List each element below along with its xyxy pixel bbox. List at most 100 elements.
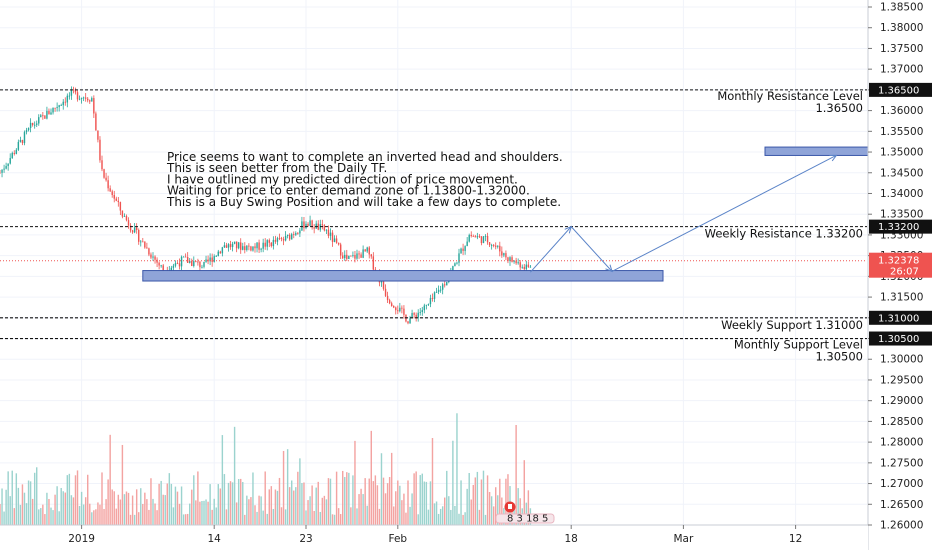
candle-body <box>266 240 268 247</box>
candle-body <box>264 242 266 247</box>
volume-bar <box>209 484 211 525</box>
candle-body <box>70 89 73 96</box>
volume-bar <box>456 413 458 525</box>
volume-bar <box>272 508 275 525</box>
level-price-box <box>869 310 932 325</box>
volume-bar <box>499 478 501 525</box>
volume-bar <box>527 490 530 525</box>
volume-bar <box>280 507 283 525</box>
volume-bar <box>199 501 201 525</box>
volume-bar <box>68 473 71 525</box>
demand-zone-rect[interactable] <box>142 270 664 282</box>
candle-body <box>454 263 456 267</box>
volume-bar <box>480 479 483 525</box>
volume-bar <box>446 470 448 525</box>
level-label: Monthly Resistance Level <box>717 89 863 103</box>
volume-bar <box>448 496 450 525</box>
candle-body <box>225 245 228 248</box>
volume-bar <box>27 480 30 525</box>
annotation-layer: Price seems to want to complete an inver… <box>166 150 563 209</box>
volume-bar <box>476 471 479 525</box>
time-tick-label: 14 <box>208 533 222 545</box>
volume-bar <box>191 489 193 525</box>
volume-bar <box>58 511 60 525</box>
candle-body <box>456 262 458 264</box>
volume-bar <box>84 497 87 525</box>
candle-body <box>101 160 103 170</box>
price-tick-label: 1.33500 <box>880 209 923 221</box>
candle-body <box>270 242 273 247</box>
volume-bar <box>323 495 326 525</box>
volume-bar <box>109 434 111 525</box>
candle-body <box>17 141 20 150</box>
volume-bar <box>492 506 495 525</box>
price-tick-label: 1.38000 <box>880 22 923 34</box>
annotation-line: This is a Buy Swing Position and will ta… <box>166 195 561 209</box>
price-axis[interactable]: 1.38500 1.38000 1.37500 1.37000 1.36500 1.360… <box>867 0 932 550</box>
candle-body <box>458 253 460 263</box>
candle-body <box>50 112 52 115</box>
volume-bar <box>164 495 166 525</box>
candle-body <box>129 225 132 231</box>
volume-bar <box>458 513 460 525</box>
volume-bar <box>242 482 244 525</box>
volume-bar <box>419 475 421 525</box>
volume-bar <box>0 504 1 525</box>
volume-bar <box>244 514 246 525</box>
candle-body <box>388 300 391 304</box>
candle-body <box>64 101 66 103</box>
volume-bar <box>180 486 183 525</box>
volume-bar <box>444 497 446 525</box>
volume-bar <box>299 458 301 525</box>
volume-bar <box>282 450 285 525</box>
event-badge[interactable] <box>495 513 555 524</box>
volume-bar <box>135 489 138 525</box>
volume-bar <box>303 482 305 525</box>
candle-body <box>415 314 417 318</box>
candle-body <box>40 115 42 118</box>
projection-path[interactable] <box>530 154 837 273</box>
candle-body <box>360 254 362 258</box>
volume-bar <box>197 471 199 525</box>
volume-bar <box>390 452 393 525</box>
volume-bar <box>507 474 509 525</box>
volume-bar <box>454 505 456 525</box>
level-price-box <box>869 219 932 234</box>
volume-bar <box>156 510 158 525</box>
candle-body <box>390 303 393 307</box>
volume-bar <box>101 472 103 525</box>
candle-body <box>513 260 515 262</box>
volume-bar <box>15 473 18 525</box>
candle-body <box>87 98 89 101</box>
candle-body <box>19 140 22 142</box>
candle-body <box>109 188 111 192</box>
volume-bar <box>382 477 385 525</box>
candle-body <box>233 241 236 244</box>
candle-body <box>262 242 264 249</box>
candle-body <box>393 306 395 308</box>
candle-body <box>474 236 477 238</box>
candle-body <box>497 245 499 247</box>
volume-bar <box>140 488 142 525</box>
candle-body <box>362 249 364 258</box>
candle-body <box>272 239 275 247</box>
volume-bar <box>429 481 432 525</box>
volume-bar <box>166 483 168 525</box>
candle-body <box>203 261 205 267</box>
volume-bar <box>115 508 117 525</box>
time-axis[interactable]: 2019 14 23 Feb 18 Mar 12 <box>0 524 868 550</box>
candle-body <box>307 223 309 226</box>
volume-bar <box>97 502 99 525</box>
event-badge-layer[interactable]: 8 3 18 5 <box>495 501 555 525</box>
candle-body <box>299 230 301 234</box>
candle-body <box>252 246 254 251</box>
candle-body <box>123 216 126 217</box>
candle-body <box>138 229 140 242</box>
price-tick-label: 1.30000 <box>880 354 923 366</box>
volume-bar <box>25 503 28 525</box>
candle-body <box>223 245 226 248</box>
volume-bar <box>288 487 291 525</box>
volume-bar <box>184 514 187 525</box>
